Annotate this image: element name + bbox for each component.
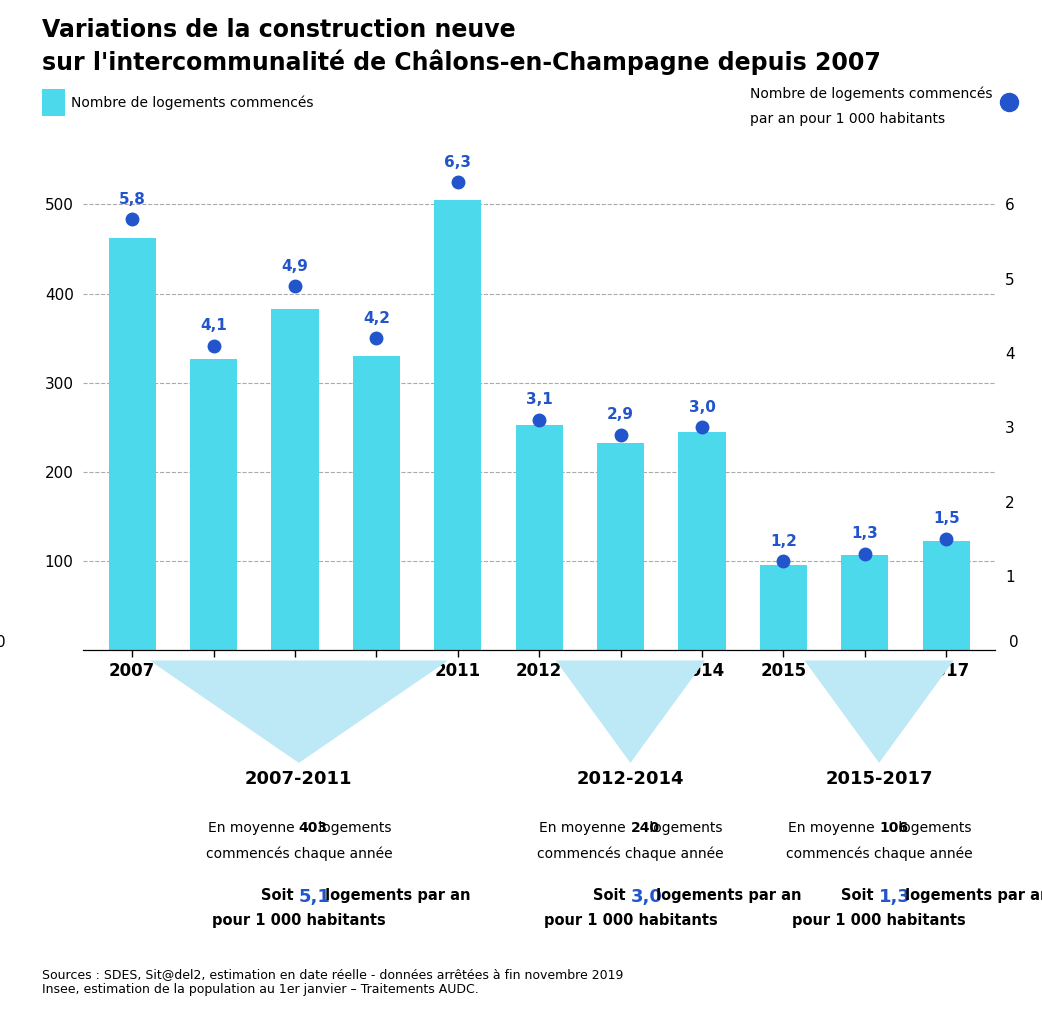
Text: Soit: Soit	[593, 888, 630, 903]
Text: logements: logements	[645, 821, 723, 836]
Text: 2012-2014: 2012-2014	[576, 770, 685, 788]
Text: 3,0: 3,0	[689, 399, 716, 415]
Text: 6,3: 6,3	[444, 155, 471, 170]
Text: logements: logements	[314, 821, 392, 836]
Bar	[760, 564, 808, 650]
Text: logements par an: logements par an	[900, 888, 1042, 903]
Bar	[597, 443, 644, 650]
Text: 1,3: 1,3	[879, 888, 911, 906]
Text: 4,2: 4,2	[363, 310, 390, 326]
Text: pour 1 000 habitants: pour 1 000 habitants	[212, 913, 386, 929]
Text: 240: 240	[630, 821, 660, 836]
Text: 2,9: 2,9	[607, 408, 635, 422]
Text: Nombre de logements commencés: Nombre de logements commencés	[750, 87, 993, 101]
Text: 403: 403	[299, 821, 328, 836]
Bar	[435, 200, 481, 650]
Text: 0: 0	[1009, 635, 1018, 650]
Polygon shape	[555, 660, 705, 763]
Polygon shape	[150, 660, 448, 763]
Bar	[922, 542, 970, 650]
Text: logements par an: logements par an	[651, 888, 802, 903]
Text: 1,5: 1,5	[933, 511, 960, 526]
Text: 1,2: 1,2	[770, 534, 797, 549]
Text: 2007-2011: 2007-2011	[245, 770, 352, 788]
Text: Soit: Soit	[262, 888, 299, 903]
Text: 5,8: 5,8	[119, 191, 146, 207]
Text: sur l'intercommunalité de Châlons-en-Champagne depuis 2007: sur l'intercommunalité de Châlons-en-Cha…	[42, 49, 880, 75]
Bar	[108, 239, 156, 650]
Text: Variations de la construction neuve: Variations de la construction neuve	[42, 18, 516, 42]
Text: pour 1 000 habitants: pour 1 000 habitants	[792, 913, 966, 929]
Text: En moyenne: En moyenne	[207, 821, 299, 836]
Bar	[841, 555, 889, 650]
Text: 4,1: 4,1	[200, 318, 227, 333]
Text: Soit: Soit	[841, 888, 879, 903]
Text: logements: logements	[894, 821, 971, 836]
Text: par an pour 1 000 habitants: par an pour 1 000 habitants	[750, 112, 945, 126]
Text: Sources : SDES, Sit@del2, estimation en date réelle - données arrêtées à fin nov: Sources : SDES, Sit@del2, estimation en …	[42, 968, 623, 995]
Bar	[190, 358, 238, 650]
Text: commencés chaque année: commencés chaque année	[786, 847, 972, 861]
Text: Nombre de logements commencés: Nombre de logements commencés	[71, 95, 314, 110]
Bar	[271, 309, 319, 650]
Text: 0: 0	[0, 635, 6, 650]
Polygon shape	[804, 660, 953, 763]
Text: 3,1: 3,1	[526, 392, 552, 408]
Text: En moyenne: En moyenne	[540, 821, 630, 836]
Bar	[678, 432, 725, 650]
Text: commencés chaque année: commencés chaque année	[537, 847, 724, 861]
Bar	[353, 356, 400, 650]
Text: En moyenne: En moyenne	[788, 821, 879, 836]
Text: 2015-2017: 2015-2017	[825, 770, 933, 788]
Text: 106: 106	[879, 821, 908, 836]
Bar	[516, 425, 563, 650]
Text: 3,0: 3,0	[630, 888, 663, 906]
Text: 1,3: 1,3	[851, 526, 878, 541]
Text: pour 1 000 habitants: pour 1 000 habitants	[544, 913, 717, 929]
Text: 5,1: 5,1	[299, 888, 330, 906]
Text: 4,9: 4,9	[281, 259, 308, 273]
Text: logements par an: logements par an	[320, 888, 470, 903]
Text: commencés chaque année: commencés chaque année	[205, 847, 392, 861]
